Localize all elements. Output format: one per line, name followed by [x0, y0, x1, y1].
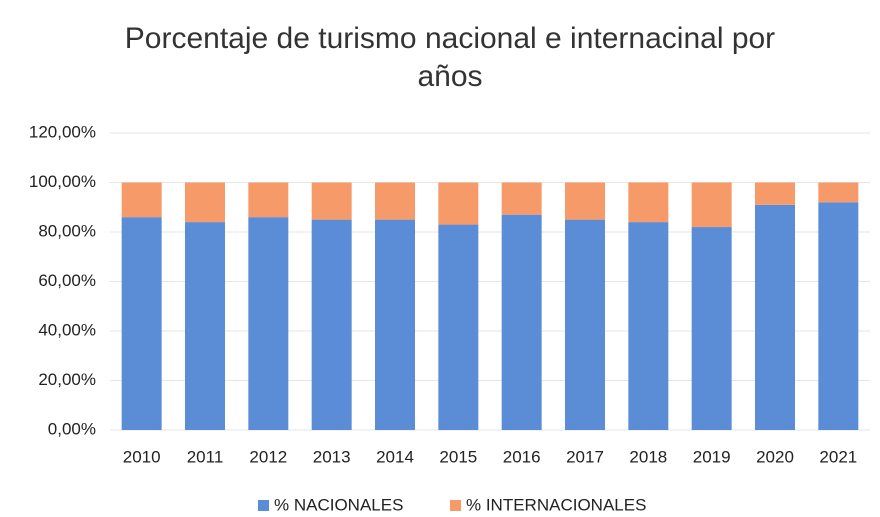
y-tick-label: 100,00%: [29, 172, 96, 191]
bar-segment: [121, 217, 162, 430]
bar-segment: [375, 182, 415, 220]
legend-swatch: [450, 500, 461, 511]
bar-segment: [248, 182, 289, 218]
bar-segment: [121, 182, 162, 218]
x-tick-label: 2020: [756, 447, 794, 466]
bar-segment: [501, 214, 542, 430]
bar-segment: [565, 219, 605, 430]
x-tick-label: 2019: [693, 447, 731, 466]
bar-segment: [691, 182, 732, 228]
legend-label: % INTERNACIONALES: [466, 495, 646, 514]
x-tick-label: 2015: [439, 447, 477, 466]
x-tick-label: 2017: [566, 447, 604, 466]
bar-segment: [311, 182, 352, 220]
bar-segment: [438, 182, 479, 225]
bar-segment: [311, 219, 352, 430]
bar-segment: [185, 222, 225, 430]
x-tick-label: 2018: [629, 447, 667, 466]
bar-segment: [818, 202, 859, 430]
y-tick-label: 80,00%: [38, 221, 96, 240]
bar-segment: [755, 182, 795, 205]
bar-segment: [185, 182, 225, 223]
bar-segment: [248, 217, 289, 430]
y-tick-label: 40,00%: [38, 320, 96, 339]
x-tick-label: 2014: [376, 447, 414, 466]
bar-segment: [438, 224, 479, 430]
y-tick-label: 0,00%: [48, 419, 96, 438]
y-tick-label: 20,00%: [38, 370, 96, 389]
bar-segment: [565, 182, 605, 220]
bar-segment: [501, 182, 542, 215]
bar-segment: [691, 227, 732, 430]
y-tick-label: 60,00%: [38, 271, 96, 290]
bar-segment: [818, 182, 859, 203]
chart-title: Porcentaje de turismo nacional e interna…: [125, 22, 775, 93]
bar-segment: [628, 182, 669, 223]
x-tick-label: 2012: [249, 447, 287, 466]
legend-label: % NACIONALES: [274, 495, 403, 514]
bar-segment: [375, 219, 415, 430]
x-tick-label: 2021: [819, 447, 857, 466]
x-tick-label: 2011: [187, 447, 224, 466]
x-tick-label: 2010: [123, 447, 161, 466]
x-tick-label: 2016: [503, 447, 541, 466]
y-tick-label: 120,00%: [29, 122, 96, 141]
bar-segment: [755, 204, 795, 430]
x-tick-label: 2013: [313, 447, 351, 466]
legend-swatch: [258, 500, 269, 511]
bar-segment: [628, 222, 669, 430]
